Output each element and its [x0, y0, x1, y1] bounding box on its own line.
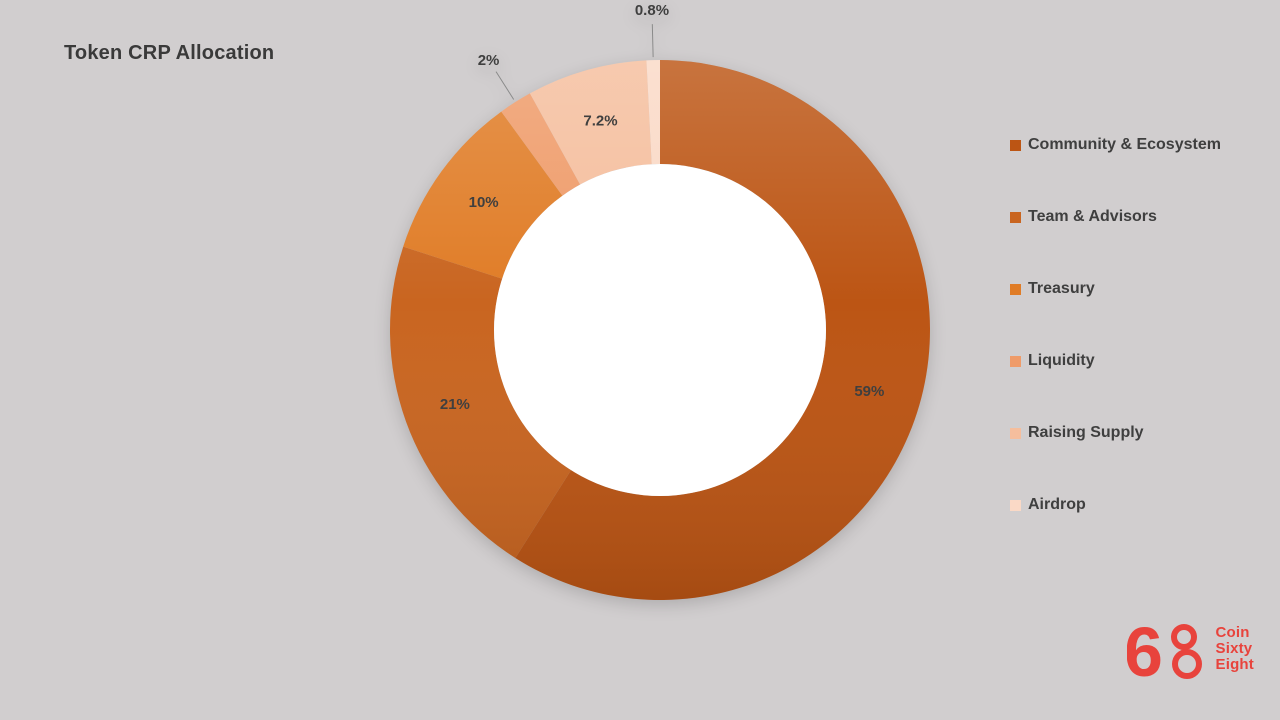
legend-swatch	[1010, 139, 1021, 151]
label-leader-line	[495, 71, 515, 100]
logo-line-2: Sixty	[1215, 640, 1253, 657]
slice-label-4: 7.2%	[583, 112, 617, 129]
legend-item: Liquidity	[1010, 352, 1221, 370]
slice-label-2: 10%	[469, 194, 499, 211]
legend: Community & Ecosystem Team & Advisors Trea…	[1010, 136, 1221, 514]
logo-mark-68: 6	[1127, 614, 1202, 684]
legend-swatch	[1010, 427, 1021, 439]
slice-label-0: 59%	[854, 383, 884, 400]
legend-swatch	[1010, 499, 1021, 511]
legend-label: Team & Advisors	[1028, 208, 1157, 225]
logo-line-3: Eight	[1215, 656, 1254, 673]
legend-label: Raising Supply	[1028, 424, 1144, 441]
logo-text: Coin Sixty Eight	[1216, 625, 1255, 673]
label-leader-line	[651, 24, 654, 58]
slice-label-3: 2%	[478, 52, 500, 69]
legend-item: Treasury	[1010, 280, 1221, 298]
slice-label-5: 0.8%	[635, 2, 669, 19]
coin68-logo: 6 Coin Sixty Eight	[1127, 614, 1255, 684]
ring-shading	[389, 60, 930, 600]
slice-label-1: 21%	[440, 396, 470, 413]
chart-title: Token CRP Allocation	[64, 42, 275, 64]
legend-label: Treasury	[1028, 280, 1095, 297]
legend-item: Community & Ecosystem	[1010, 136, 1221, 154]
logo-six: 6	[1127, 614, 1163, 684]
logo-line-1: Coin	[1215, 624, 1250, 641]
logo-eight-top-ring	[1170, 624, 1197, 650]
legend-label: Liquidity	[1028, 352, 1095, 369]
logo-eight-bottom-ring	[1171, 649, 1202, 679]
legend-item: Raising Supply	[1010, 424, 1221, 442]
legend-label: Airdrop	[1028, 496, 1086, 513]
legend-item: Airdrop	[1010, 496, 1221, 514]
legend-swatch	[1010, 283, 1021, 295]
donut-hole	[494, 164, 826, 496]
legend-label: Community & Ecosystem	[1028, 136, 1221, 153]
legend-swatch	[1010, 211, 1021, 223]
legend-item: Team & Advisors	[1010, 208, 1221, 226]
legend-swatch	[1010, 355, 1021, 367]
